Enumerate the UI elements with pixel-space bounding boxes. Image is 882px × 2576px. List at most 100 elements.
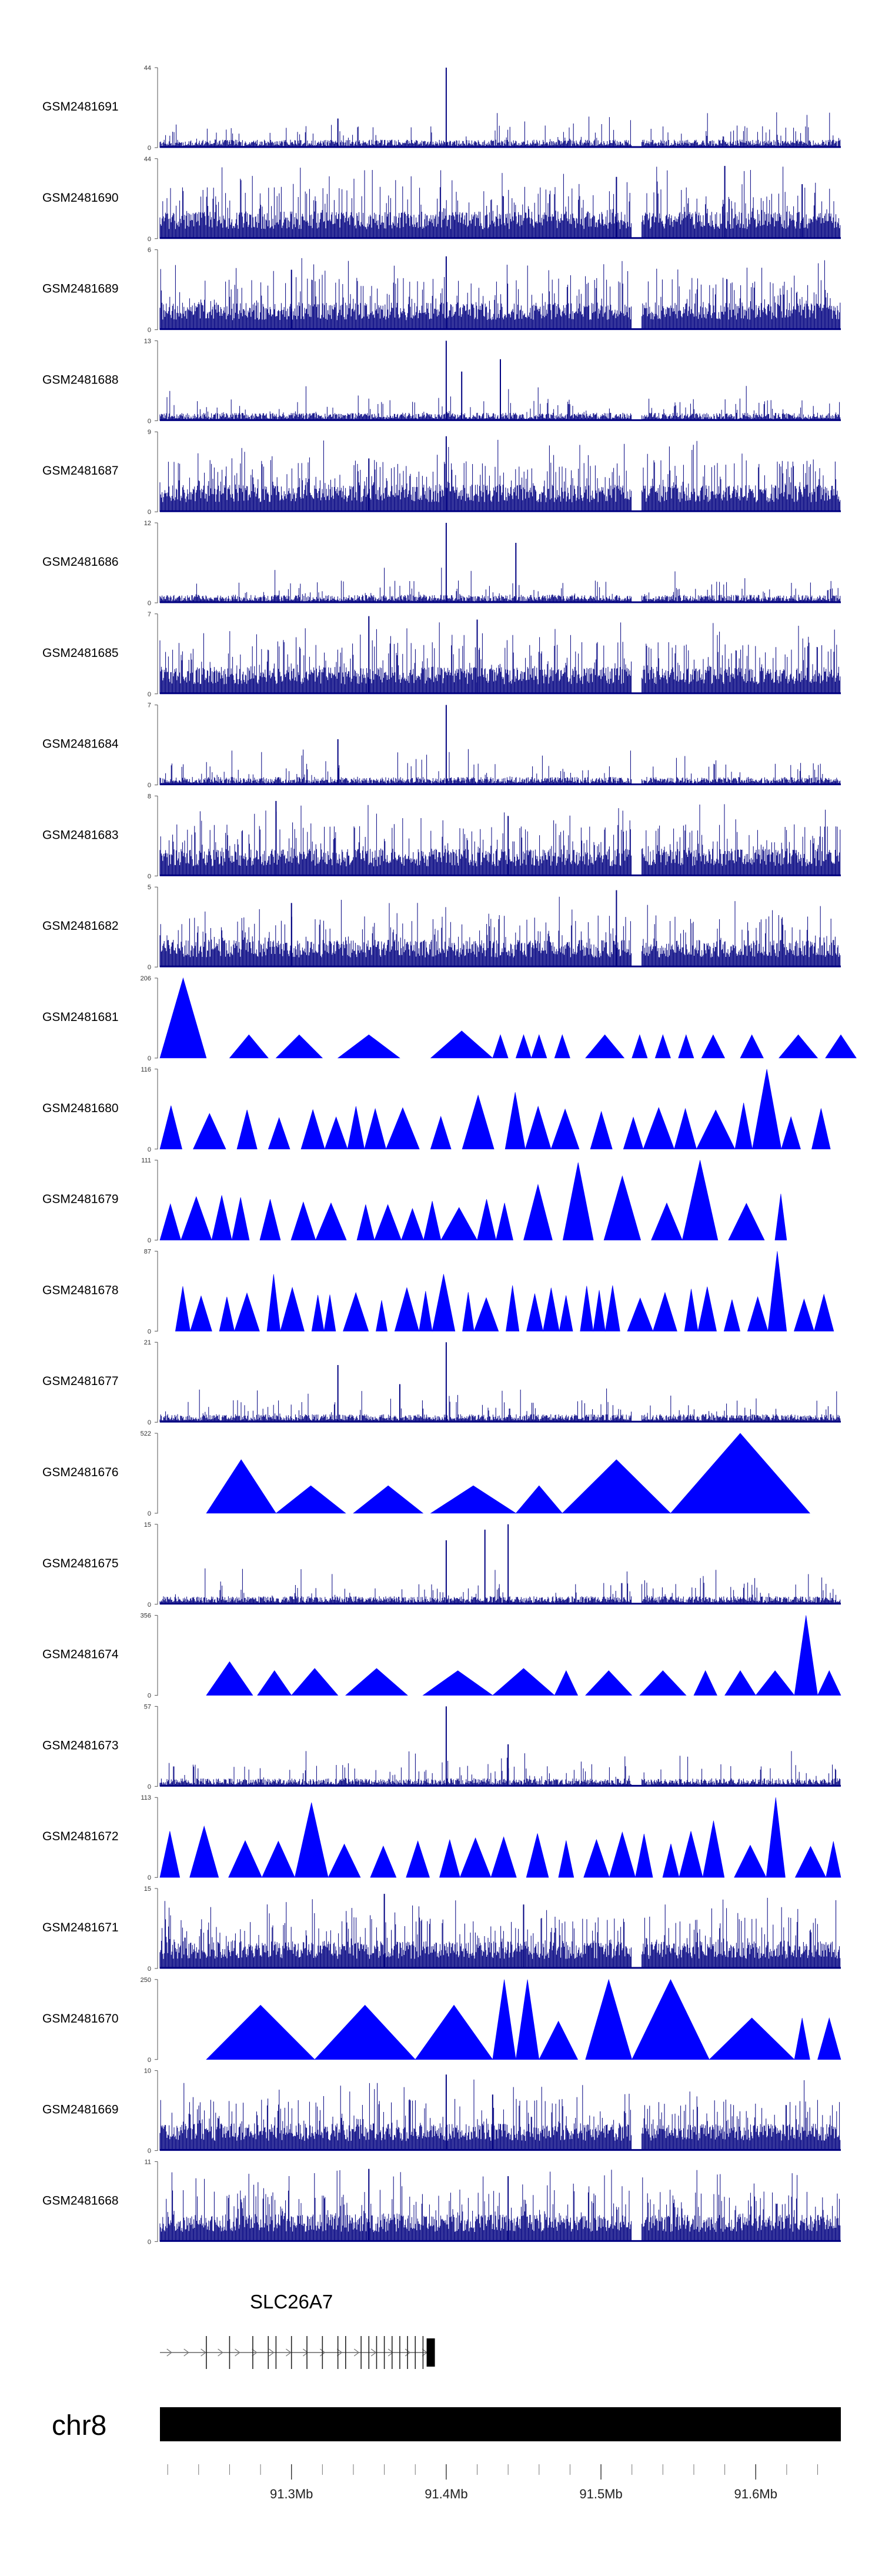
y-min-tick: 0 (148, 1601, 151, 1609)
gene-track: SLC26A7 (160, 2291, 435, 2369)
coverage-triangle (343, 1292, 369, 1332)
track-label: GSM2481676 (42, 1466, 119, 1479)
y-axis-line (155, 1888, 158, 1969)
coverage-triangle (430, 1030, 493, 1059)
y-axis-line (155, 1524, 158, 1605)
coverage-triangle (635, 1834, 653, 1878)
track-GSM2481689: GSM2481689 6 0 (42, 247, 841, 334)
coverage-triangle (345, 1668, 408, 1696)
track-GSM2481691: GSM2481691 44 0 (42, 65, 841, 152)
track-GSM2481684: GSM2481684 7 0 (42, 702, 841, 789)
coverage-triangle (376, 1300, 387, 1332)
coverage-triangle (632, 1034, 648, 1059)
track-GSM2481681: GSM2481681 206 0 (42, 975, 857, 1062)
y-axis-line (155, 1615, 158, 1696)
track-label: GSM2481691 (42, 100, 119, 114)
gene-label: SLC26A7 (250, 2291, 333, 2313)
coverage-triangle (781, 1116, 801, 1150)
coverage-triangle (432, 1274, 456, 1332)
y-min-tick: 0 (148, 418, 151, 425)
coverage-signal (159, 112, 841, 148)
y-max-tick: 21 (144, 1339, 151, 1346)
y-max-tick: 250 (141, 1977, 151, 1984)
y-axis-line (155, 67, 158, 148)
coverage-triangle (492, 1034, 509, 1059)
y-max-tick: 8 (148, 793, 151, 800)
strand-arrow (166, 2348, 172, 2357)
coverage-triangle (430, 1485, 517, 1514)
track-GSM2481671: GSM2481671 15 0 (42, 1886, 841, 1973)
coverage-triangle (590, 1110, 613, 1150)
coverage-triangle (562, 1162, 594, 1240)
y-max-tick: 11 (145, 2158, 151, 2165)
coverage-triangle (593, 1290, 606, 1332)
y-min-tick: 0 (148, 1966, 151, 1973)
coverage-triangle (490, 1836, 517, 1878)
track-label: GSM2481680 (42, 1102, 119, 1115)
track-label: GSM2481677 (42, 1374, 119, 1388)
coverage-triangle (794, 2018, 810, 2060)
coverage-triangle (386, 1107, 420, 1150)
track-GSM2481669: GSM2481669 10 0 (42, 2068, 841, 2155)
coverage-triangle (580, 1286, 594, 1332)
y-min-tick: 0 (148, 236, 151, 243)
track-label: GSM2481683 (42, 828, 119, 842)
coverage-triangle (229, 1034, 269, 1059)
coverage-triangle (531, 1034, 547, 1059)
y-max-tick: 522 (141, 1430, 151, 1437)
coverage-triangle (374, 1204, 402, 1240)
track-GSM2481687: GSM2481687 9 0 (42, 429, 841, 516)
coverage-triangle (766, 1797, 786, 1878)
coverage-triangle (261, 1840, 295, 1878)
y-max-tick: 113 (141, 1794, 151, 1801)
coverage-triangle (492, 1979, 516, 2060)
coverage-triangle (774, 1193, 787, 1240)
chromosome-track: chr8 (52, 2407, 841, 2441)
track-GSM2481688: GSM2481688 13 0 (42, 338, 841, 425)
coverage-signal (159, 1388, 841, 1423)
coverage-triangle (794, 1846, 827, 1878)
strand-arrow (201, 2348, 206, 2357)
y-max-tick: 7 (148, 702, 151, 709)
coverage-triangle (406, 1840, 430, 1878)
track-label: GSM2481684 (42, 738, 119, 751)
coverage-triangle (767, 1251, 787, 1332)
strand-arrow (183, 2348, 189, 2357)
coverage-triangle (496, 1203, 513, 1240)
chromosome-label: chr8 (52, 2410, 106, 2441)
coverage-triangle (558, 1840, 574, 1878)
y-axis-line (155, 522, 158, 603)
coverage-triangle (524, 1105, 552, 1150)
coverage-triangle (539, 2020, 579, 2060)
strand-arrow (387, 2348, 394, 2357)
coverage-triangle (654, 1034, 671, 1059)
coverage-triangle (734, 1103, 753, 1150)
strand-arrow (218, 2348, 223, 2357)
coverage-triangle (728, 1203, 765, 1240)
track-label: GSM2481672 (42, 1830, 119, 1843)
coverage-triangle (280, 1286, 305, 1332)
strand-arrow (336, 2348, 343, 2357)
coverage-triangle (462, 1292, 475, 1332)
track-label: GSM2481675 (42, 1557, 119, 1570)
y-min-tick: 0 (148, 964, 151, 971)
coverage-triangle (211, 1195, 232, 1240)
coverage-triangle (234, 1292, 260, 1332)
coverage-triangle (370, 1846, 397, 1878)
coverage-triangle (311, 1294, 325, 1332)
coverage-triangle (697, 1286, 717, 1332)
coverage-triangle (268, 1117, 290, 1150)
coverage-triangle (643, 1107, 675, 1150)
coverage-triangle (364, 1107, 386, 1150)
y-axis-line (155, 705, 158, 786)
y-max-tick: 12 (144, 520, 151, 527)
track-GSM2481685: GSM2481685 7 0 (42, 611, 841, 698)
y-min-tick: 0 (148, 1146, 151, 1153)
coverage-triangle (275, 1485, 346, 1514)
coverage-signal (159, 439, 841, 512)
y-axis-line (155, 431, 158, 512)
track-label: GSM2481668 (42, 2194, 119, 2207)
coverage-triangle (492, 1668, 555, 1696)
axis-tick-label: 91.6Mb (734, 2487, 777, 2501)
coverage-triangle (583, 1838, 610, 1878)
